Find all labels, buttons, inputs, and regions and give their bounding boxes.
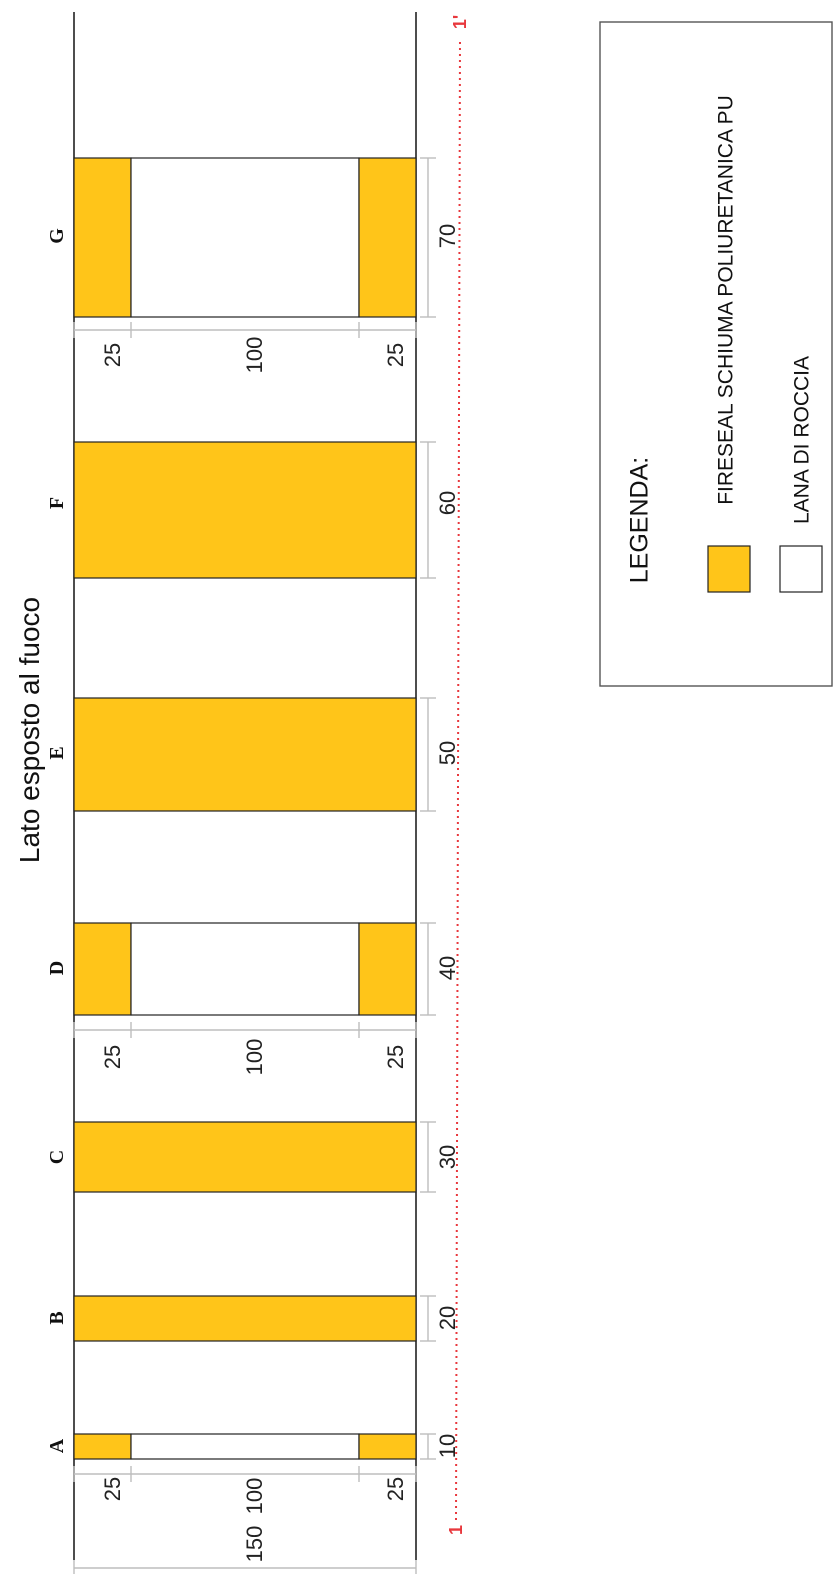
joint-a-fireseal-bottom: [358, 1433, 417, 1460]
joint-d-rockwool-core: [130, 922, 360, 1016]
section-axis-line: [455, 37, 461, 1521]
depth-bottom-label-a: 25: [383, 1476, 408, 1502]
joint-c-fireseal-fill: [73, 1121, 417, 1193]
joint-width-f: 60: [435, 490, 460, 516]
joint-label-b: B: [46, 1311, 68, 1325]
depth-core-label-a: 100: [242, 1477, 267, 1515]
joint-label-g: G: [46, 228, 68, 244]
legend-title: LEGENDA:: [625, 456, 654, 584]
joint-label-f: F: [46, 496, 68, 510]
joint-b-fireseal-fill: [73, 1295, 417, 1342]
legend-item-rockwool-label: LANA DI ROCCIA: [790, 355, 814, 525]
depth-core-label-d: 100: [242, 1038, 267, 1076]
joint-label-d: D: [46, 960, 68, 976]
fire-side-label: Lato esposto al fuoco: [14, 596, 45, 864]
joint-width-c: 30: [435, 1144, 460, 1170]
joint-d-fireseal-bottom: [358, 922, 417, 1016]
joint-d-fireseal-top: [73, 922, 132, 1016]
joint-width-d: 40: [435, 955, 460, 981]
depth-core-label-g: 100: [242, 336, 267, 374]
joint-e-fireseal-fill: [73, 697, 417, 812]
joint-label-c: C: [46, 1149, 68, 1165]
joint-a-fireseal-top: [73, 1433, 132, 1460]
fireseal-swatch: [707, 545, 751, 593]
joint-width-g: 70: [435, 223, 460, 249]
depth-overall-label: 150: [242, 1525, 267, 1563]
section-axis-start-label: 1: [446, 1524, 466, 1536]
depth-bottom-label-d: 25: [383, 1044, 408, 1070]
joint-a-rockwool-core: [130, 1433, 360, 1460]
joint-f-fireseal-fill: [73, 441, 417, 579]
joint-g-fireseal-top: [73, 157, 132, 318]
rockwool-swatch: [779, 545, 823, 593]
joint-width-a: 10: [435, 1433, 460, 1459]
legend-item-fireseal-label: FIRESEAL SCHIUMA POLIURETANICA PU: [714, 95, 738, 505]
joint-width-b: 20: [435, 1305, 460, 1331]
joint-width-e: 50: [435, 740, 460, 766]
joint-label-a: A: [46, 1438, 68, 1454]
joint-g-fireseal-bottom: [358, 157, 417, 318]
section-axis-end-label: 1': [450, 14, 470, 30]
depth-top-label-g: 25: [100, 342, 125, 368]
depth-top-label-a: 25: [100, 1476, 125, 1502]
depth-bottom-label-g: 25: [383, 342, 408, 368]
joint-g-rockwool-core: [130, 157, 360, 318]
joint-label-e: E: [46, 746, 68, 760]
depth-top-label-d: 25: [100, 1044, 125, 1070]
